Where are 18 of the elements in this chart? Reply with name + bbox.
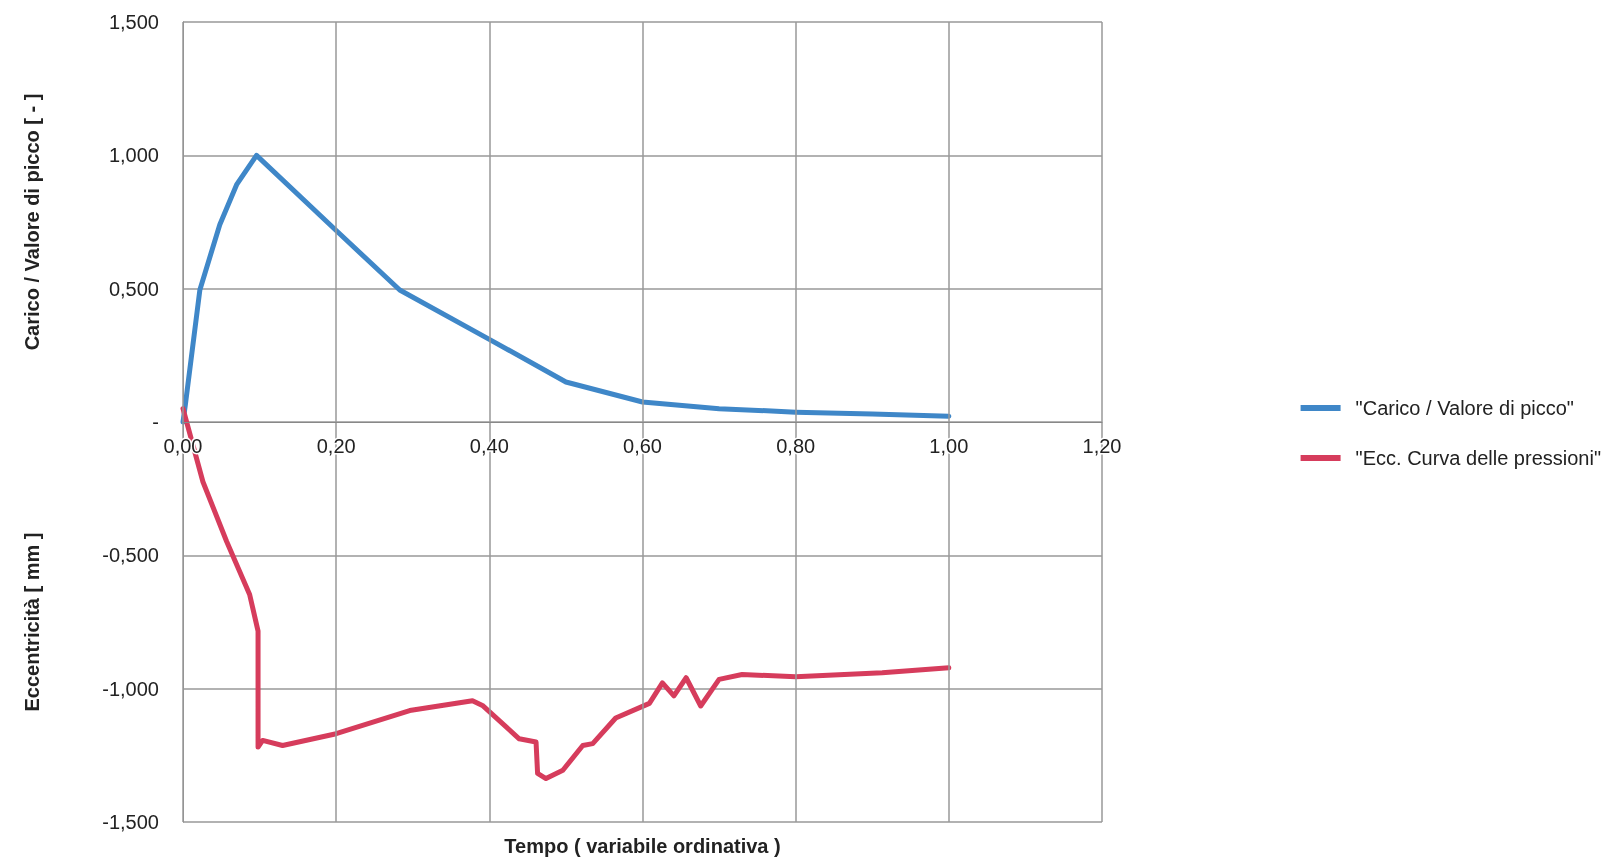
text: Eccentricità [ mm ] xyxy=(21,532,43,712)
y-tick-label: -1,000 xyxy=(102,677,159,700)
legend-label: "Carico / Valore di picco" xyxy=(1355,397,1574,419)
y-tick-label: 1,000 xyxy=(108,144,159,167)
x-tick-label: 1,20 xyxy=(1082,435,1122,457)
y-tick-label: -1,500 xyxy=(102,811,159,833)
y-axis-title: Carico / Valore di picco [ - ] xyxy=(21,93,43,351)
x-tick-label: 1,00 xyxy=(929,435,969,457)
x-axis-title: Tempo ( variabile ordinativa ) xyxy=(504,835,781,857)
legend-label: "Ecc. Curva delle pressioni" xyxy=(1355,447,1602,469)
y-tick-label: -0,500 xyxy=(102,544,159,567)
x-tick-label: 0,60 xyxy=(623,435,662,457)
x-tick-label: 0,20 xyxy=(316,435,356,457)
y-tick-label: 1,500 xyxy=(108,11,159,33)
x-tick-label: 0,40 xyxy=(469,435,509,457)
y-tick-label: - xyxy=(152,411,159,433)
y-tick-label: 0,500 xyxy=(108,277,159,300)
x-tick-label: 0,80 xyxy=(776,435,816,457)
